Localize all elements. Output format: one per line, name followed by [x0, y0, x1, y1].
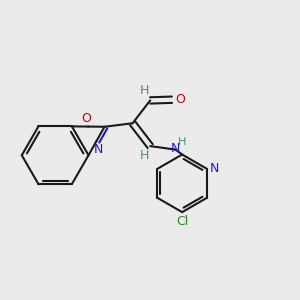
Text: N: N [210, 162, 220, 175]
Text: O: O [175, 93, 184, 106]
Text: N: N [94, 143, 103, 156]
Text: H: H [178, 137, 186, 147]
Text: O: O [82, 112, 92, 125]
Text: H: H [140, 84, 150, 97]
Text: N: N [171, 142, 180, 155]
Text: H: H [140, 149, 150, 162]
Text: Cl: Cl [177, 215, 189, 229]
